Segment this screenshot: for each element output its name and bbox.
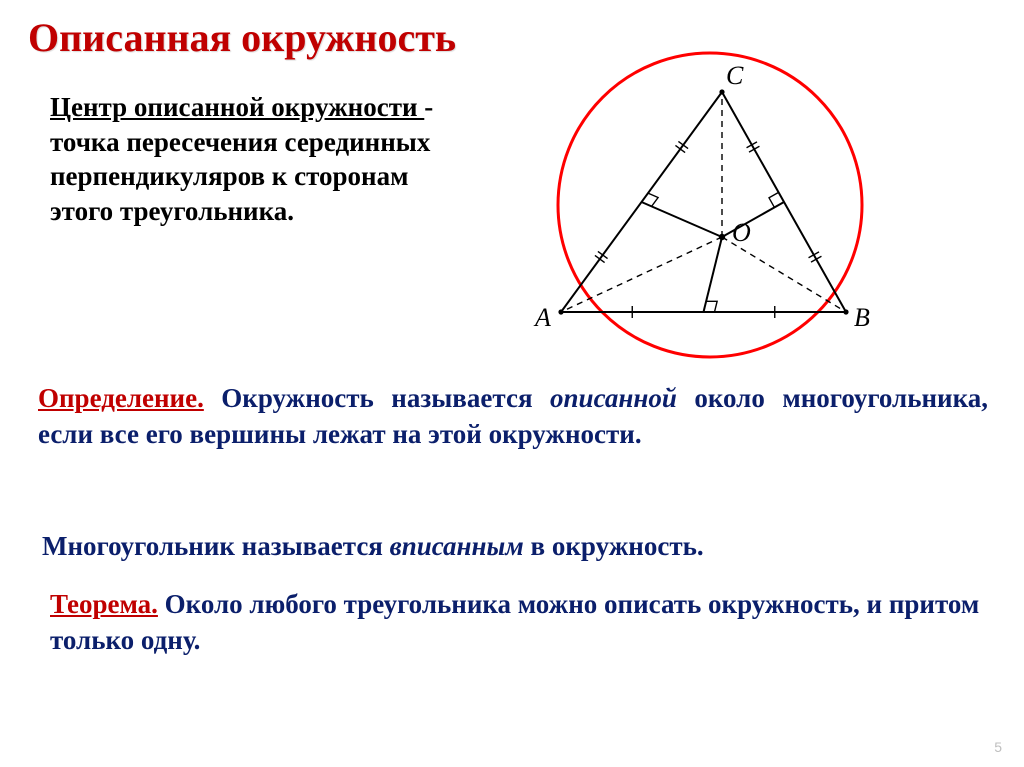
page-title: Описанная окружность: [28, 14, 456, 61]
svg-text:O: O: [732, 218, 751, 247]
page-number: 5: [994, 739, 1002, 755]
svg-text:B: B: [854, 303, 870, 332]
theorem-text: Около любого треугольника можно описать …: [50, 589, 979, 655]
definition-block: Определение. Окружность называется описа…: [38, 380, 988, 453]
theorem-lead: Теорема.: [50, 589, 158, 619]
circumscribed-circle-diagram: A B C O: [480, 30, 940, 390]
polygon-text-before: Многоугольник называется: [42, 531, 390, 561]
definition-text-before: Окружность называется: [204, 383, 550, 413]
center-definition: Центр описанной окружности - точка перес…: [50, 90, 470, 228]
polygon-em: вписанным: [390, 531, 524, 561]
svg-text:C: C: [726, 61, 744, 90]
center-definition-lead: Центр описанной окружности: [50, 92, 424, 122]
polygon-text-after: в окружность.: [524, 531, 704, 561]
polygon-line: Многоугольник называется вписанным в окр…: [42, 528, 982, 564]
definition-lead: Определение.: [38, 383, 204, 413]
svg-text:A: A: [533, 303, 551, 332]
theorem-block: Теорема. Около любого треугольника можно…: [50, 586, 980, 659]
definition-em: описанной: [550, 383, 677, 413]
